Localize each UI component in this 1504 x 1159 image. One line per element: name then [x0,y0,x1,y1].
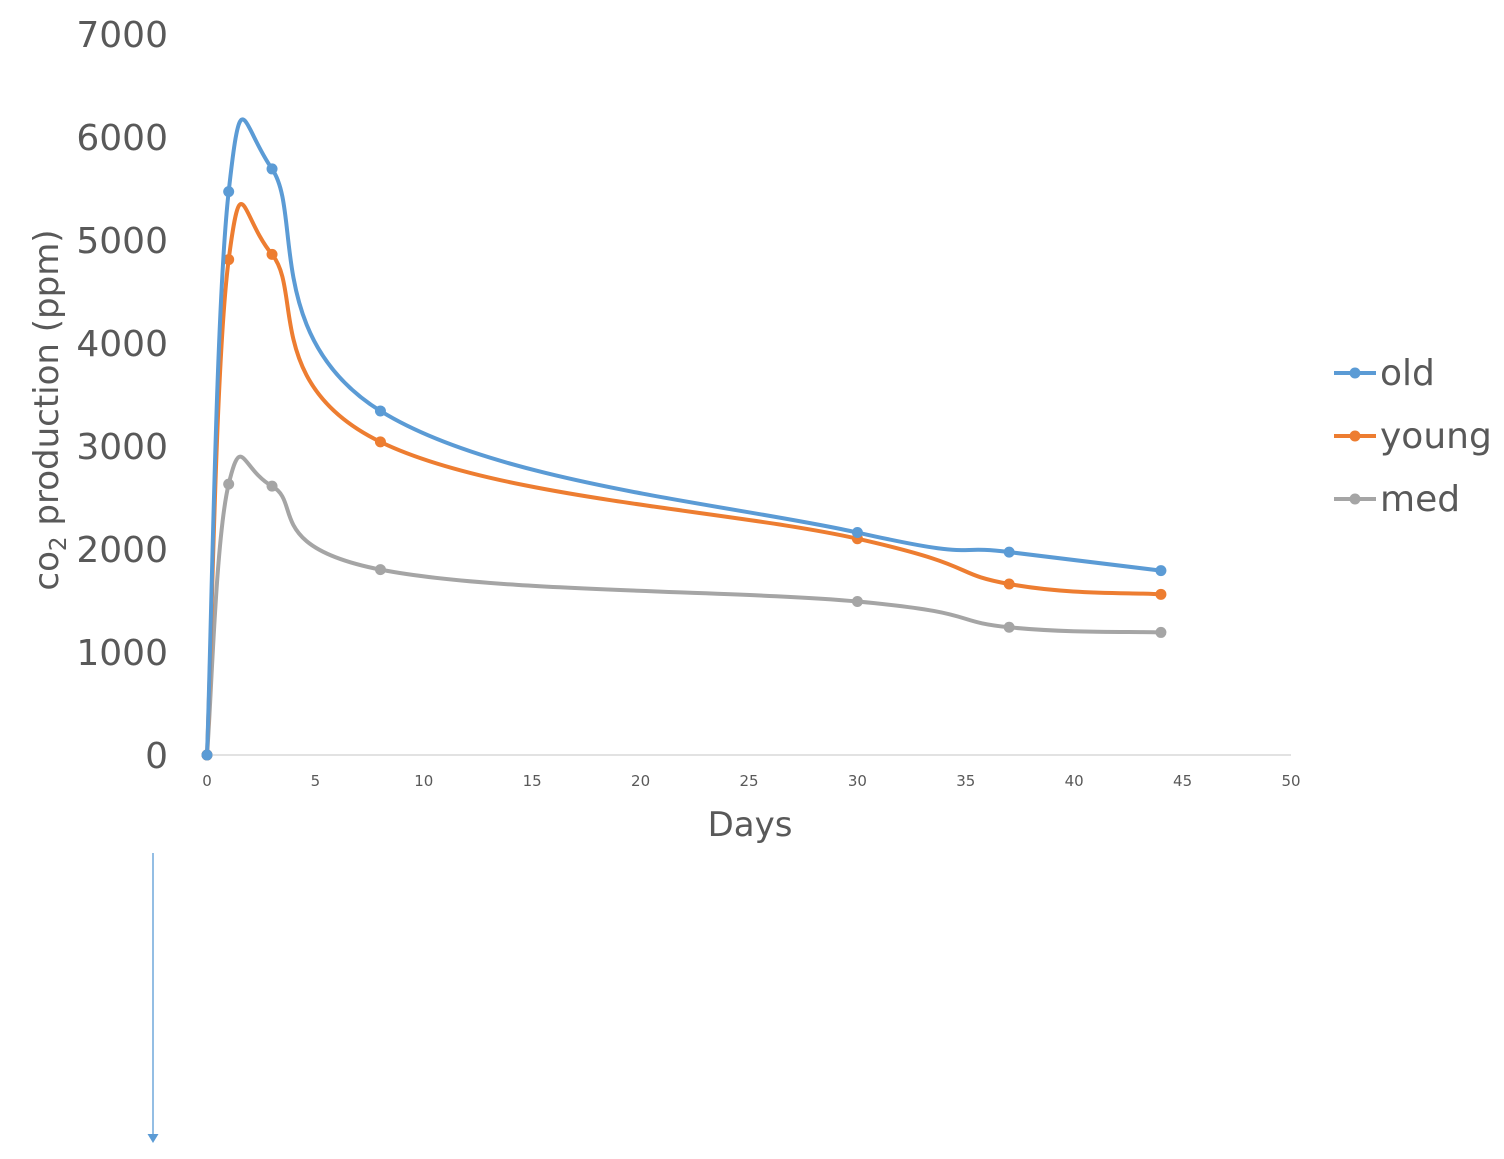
series-line-old [205,117,1163,757]
data-point-old-44 [1155,565,1167,577]
data-point-med-37 [1003,621,1015,633]
data-point-med-3 [266,480,278,492]
data-point-young-3 [266,248,278,260]
legend-item-med: med [1334,479,1460,520]
x-tick-label-0: 0 [202,772,212,790]
data-point-old-0 [201,749,213,761]
data-point-young-37 [1003,578,1015,590]
data-point-young-8 [374,436,386,448]
x-tick-label-35: 35 [956,772,975,790]
data-point-med-8 [374,564,386,576]
x-tick-label-45: 45 [1173,772,1192,790]
legend-swatch-marker-med [1349,493,1361,505]
y-axis-title-rest: production (ppm) [27,229,67,536]
y-tick-label-6000: 6000 [76,118,168,159]
data-point-med-44 [1155,626,1167,638]
series-layer [201,117,1167,761]
x-tick-label-15: 15 [523,772,542,790]
data-point-young-1 [223,254,235,266]
legend-item-young: young [1334,416,1492,457]
y-tick-label-7000: 7000 [76,15,168,56]
y-tick-label-4000: 4000 [76,324,168,365]
data-point-med-1 [223,478,235,490]
data-point-old-30 [851,527,863,539]
y-axis-tick-labels: 0 1000 2000 3000 4000 5000 6000 7000 [76,15,168,777]
data-point-med-30 [851,596,863,608]
x-tick-label-5: 5 [311,772,321,790]
x-tick-label-20: 20 [631,772,650,790]
x-tick-label-30: 30 [848,772,867,790]
legend-swatch-marker-old [1349,367,1361,379]
x-tick-label-40: 40 [1065,772,1084,790]
legend-label-med: med [1380,479,1460,520]
y-tick-label-1000: 1000 [76,633,168,674]
y-axis-title: co2 production (ppm) [27,229,72,590]
annotation-arrow [147,853,159,1143]
y-tick-label-2000: 2000 [76,530,168,571]
legend-item-old: old [1334,353,1435,394]
series-young [201,202,1167,761]
data-point-old-8 [374,405,386,417]
legend-swatch-marker-young [1349,430,1361,442]
y-tick-label-3000: 3000 [76,427,168,468]
legend-label-old: old [1380,353,1435,394]
x-tick-label-25: 25 [739,772,758,790]
x-tick-label-50: 50 [1281,772,1300,790]
y-axis-title-main: co [27,551,67,591]
legend-label-young: young [1380,416,1492,457]
y-axis-title-subscript: 2 [46,536,72,551]
x-tick-label-10: 10 [414,772,433,790]
y-tick-label-0: 0 [145,736,168,777]
series-line-young [205,202,1163,757]
x-axis-tick-labels: 0 5 10 15 20 25 30 35 40 45 50 [202,772,1300,790]
x-axis-title: Days [708,805,793,845]
data-point-old-37 [1003,546,1015,558]
series-old [201,117,1167,761]
data-point-young-44 [1155,588,1167,600]
data-point-old-1 [223,186,235,198]
data-point-old-3 [266,163,278,175]
legend: old young med [1334,353,1492,520]
y-tick-label-5000: 5000 [76,221,168,262]
series-med [201,454,1167,761]
annotation-arrow-head [147,1134,159,1143]
